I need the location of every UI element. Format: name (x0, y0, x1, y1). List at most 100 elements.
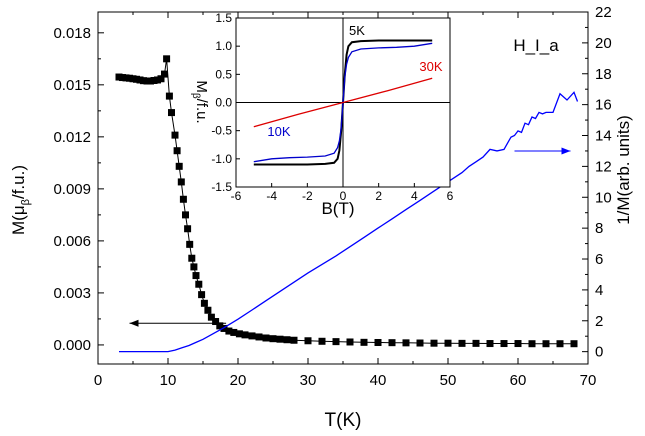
magnetization-point (542, 340, 550, 348)
magnetization-point (255, 333, 263, 341)
y-right-tick-label: 18 (595, 66, 612, 83)
magnetization-point (171, 131, 179, 139)
y-left-tick-label: 0.009 (53, 181, 91, 198)
magnetization-point (192, 272, 200, 280)
magnetization-point (346, 338, 354, 346)
y-right-tick-label: 20 (595, 35, 612, 52)
x-tick-label: 0 (94, 372, 102, 389)
magnetization-point (179, 195, 187, 203)
magnetization-point (161, 70, 168, 78)
inset-y-tick-label: 1.0 (215, 39, 232, 53)
inset-y-tick-label: -0.5 (211, 124, 232, 138)
y-left-tick-label: 0.003 (53, 285, 91, 302)
inset-x-tick-label: 2 (375, 189, 382, 203)
magnetization-point (318, 337, 326, 345)
annotation-label: H_I_a (513, 36, 559, 55)
magnetization-point (190, 263, 198, 271)
magnetization-point (198, 291, 206, 299)
inset-x-axis-label: B(T) (321, 199, 354, 218)
magnetization-point (374, 338, 382, 346)
inset-x-tick-label: -4 (266, 189, 277, 203)
y-left-tick-label: 0.018 (53, 25, 91, 42)
inset-y-tick-label: 0.5 (215, 67, 232, 81)
magnetization-point (212, 318, 220, 326)
inset-line-30k (253, 77, 433, 128)
magnetization-point (188, 254, 196, 262)
magnetization-point (458, 339, 466, 347)
magnetization-point (290, 336, 298, 344)
y-right-tick-label: 8 (595, 220, 603, 237)
inset-series-label: 10K (267, 124, 290, 139)
magnetization-point (182, 211, 189, 219)
magnetization-point (220, 324, 228, 332)
y-right-tick-label: 16 (595, 97, 612, 114)
inset-plot: -6 -4 -2 0 2 4 6 -1.5 -1.0 -0.5 0.0 0.5 1.0 1.5 5K 10K… (190, 11, 454, 218)
axis-arrow-head (561, 147, 571, 155)
magnetization-point (486, 340, 494, 348)
main-plot: 0 10 20 30 40 50 60 700.0000.0030.0060.0090.012… (9, 4, 633, 431)
magnetization-point (157, 75, 165, 83)
y-left-tick-label: 0.012 (53, 129, 91, 146)
magnetization-point (444, 339, 452, 347)
magnetization-point (195, 280, 203, 288)
magnetization-point (230, 328, 238, 336)
magnetization-point (262, 334, 270, 342)
magnetization-point (175, 162, 183, 170)
magnetization-point (184, 225, 192, 233)
magnetization-point (173, 147, 181, 155)
inset-series-label: 30K (419, 59, 442, 74)
y-right-tick-label: 12 (595, 158, 612, 175)
magnetization-point (200, 299, 208, 307)
magnetization-point (248, 332, 256, 340)
y-right-tick-label: 14 (595, 128, 612, 145)
inset-x-tick-label: -2 (302, 189, 313, 203)
y-axis-left-label: M(μβ/f.u.) (9, 165, 32, 235)
x-tick-label: 20 (230, 372, 247, 389)
magnetization-point (500, 340, 508, 348)
magnetization-point (283, 336, 291, 344)
main-axes: 0 10 20 30 40 50 60 700.0000.0030.0060.0090.012… (53, 4, 611, 389)
magnetization-point (225, 327, 233, 335)
y-right-tick-label: 4 (595, 282, 603, 299)
magnetization-point (360, 338, 368, 346)
inset-y-tick-label: -1.5 (211, 180, 232, 194)
inset-x-tick-label: 4 (411, 189, 418, 203)
magnetization-point (186, 240, 194, 248)
magnetization-point (235, 330, 243, 338)
magnetization-point (165, 92, 173, 100)
inset-series-label: 5K (349, 23, 365, 38)
y-left-tick-label: 0.006 (53, 233, 91, 250)
y-left-tick-label: 0.000 (53, 337, 91, 354)
magnetization-point (472, 339, 480, 347)
magnetization-point (207, 313, 215, 321)
x-tick-label: 70 (580, 372, 597, 389)
inset-x-tick-label: 6 (447, 189, 454, 203)
inset-y-tick-label: 1.5 (215, 11, 232, 25)
inset-x-tick-label: -6 (231, 189, 242, 203)
y-right-tick-label: 22 (595, 4, 612, 21)
magnetization-point (276, 335, 284, 343)
inset-x-tick-label: 0 (340, 189, 347, 203)
x-tick-label: 40 (370, 372, 387, 389)
magnetization-point (216, 322, 224, 330)
magnetization-point (304, 337, 312, 345)
magnetization-point (332, 338, 340, 346)
x-tick-label: 60 (510, 372, 527, 389)
magnetization-point (528, 340, 536, 348)
magnetization-point (163, 55, 171, 63)
magnetization-point (416, 339, 424, 347)
magnetization-point (177, 178, 185, 186)
inset-series: 5K 10K 30K (253, 23, 443, 166)
y-axis-right-label: 1/M(arb. units) (614, 115, 633, 225)
magnetization-point (514, 340, 522, 348)
axis-arrow-head (129, 319, 139, 327)
inset-y-tick-label: 0.0 (215, 96, 232, 110)
magnetization-point (570, 340, 578, 348)
x-axis-label: T(K) (325, 410, 362, 431)
magnetization-point (168, 109, 175, 117)
inset-y-axis-label: Mβ/f.u. (190, 80, 210, 123)
arrows (129, 147, 571, 327)
y-left-tick-label: 0.015 (53, 77, 91, 94)
x-tick-label: 30 (300, 372, 317, 389)
